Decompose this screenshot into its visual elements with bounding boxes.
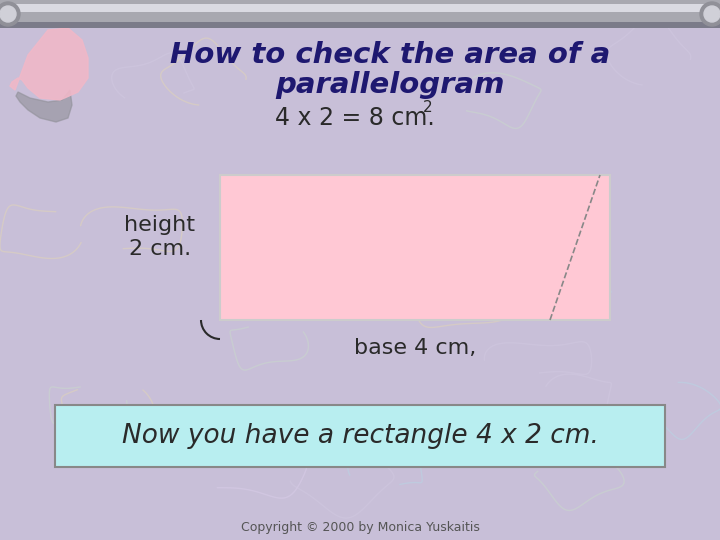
Bar [55, 405, 665, 467]
Text: How to check the area of a: How to check the area of a [170, 41, 610, 69]
Polygon shape [10, 28, 88, 100]
Text: 2: 2 [423, 100, 433, 116]
Bar [0, 4, 720, 12]
Text: 4 x 2 = 8 cm.: 4 x 2 = 8 cm. [275, 106, 435, 130]
Bar [220, 175, 610, 320]
Text: height
2 cm.: height 2 cm. [125, 215, 196, 259]
Text: 90º: 90º [265, 280, 302, 300]
Bar [0, 22, 720, 28]
Text: Now you have a rectangle 4 x 2 cm.: Now you have a rectangle 4 x 2 cm. [122, 423, 598, 449]
Text: Copyright © 2000 by Monica Yuskaitis: Copyright © 2000 by Monica Yuskaitis [240, 522, 480, 535]
Circle shape [0, 2, 20, 26]
Bar [0, 0, 720, 28]
Text: base 4 cm,: base 4 cm, [354, 338, 476, 358]
Polygon shape [16, 90, 72, 122]
Text: parallelogram: parallelogram [275, 71, 505, 99]
Circle shape [0, 6, 16, 22]
Circle shape [700, 2, 720, 26]
Circle shape [704, 6, 720, 22]
